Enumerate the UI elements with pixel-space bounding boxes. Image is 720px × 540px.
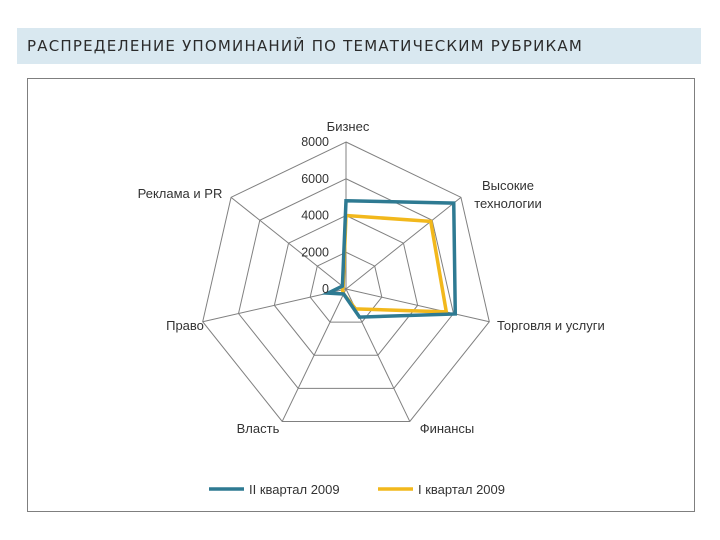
page-title: РАСПРЕДЕЛЕНИЕ УПОМИНАНИЙ ПО ТЕМАТИЧЕСКИМ… bbox=[27, 37, 583, 55]
category-label: Торговля и услуги bbox=[497, 318, 605, 333]
legend-label-1: II квартал 2009 bbox=[249, 482, 340, 497]
category-label: Финансы bbox=[420, 421, 475, 436]
tick-label: 2000 bbox=[301, 245, 329, 259]
radar-category-labels: Бизнес Высокие технологии Торговля и услуги… bbox=[138, 119, 605, 436]
chart-frame bbox=[27, 78, 695, 512]
grid-ring bbox=[202, 141, 490, 422]
series-line-2 bbox=[340, 213, 449, 314]
title-bar: РАСПРЕДЕЛЕНИЕ УПОМИНАНИЙ ПО ТЕМАТИЧЕСКИМ… bbox=[17, 28, 701, 64]
chart-legend: II квартал 2009 I квартал 2009 bbox=[209, 482, 505, 497]
grid-spoke bbox=[345, 288, 490, 323]
tick-label: 6000 bbox=[301, 172, 329, 186]
category-label: Власть bbox=[237, 421, 280, 436]
radar-ticks: 0 2000 4000 6000 8000 bbox=[301, 135, 329, 296]
category-label: Реклама и PR bbox=[138, 186, 223, 201]
series-line-1 bbox=[321, 199, 458, 319]
tick-label: 0 bbox=[322, 282, 329, 296]
category-label: Высокие bbox=[482, 178, 534, 193]
tick-label: 4000 bbox=[301, 209, 329, 223]
radar-grid bbox=[202, 141, 490, 422]
category-label: Право bbox=[166, 318, 204, 333]
radar-series bbox=[321, 199, 458, 319]
grid-ring bbox=[273, 214, 419, 356]
category-label: Бизнес bbox=[327, 119, 370, 134]
grid-ring bbox=[237, 178, 455, 389]
grid-ring bbox=[309, 251, 383, 323]
category-label: технологии bbox=[474, 196, 542, 211]
grid-spoke bbox=[230, 196, 347, 290]
legend-label-2: I квартал 2009 bbox=[418, 482, 505, 497]
grid-spoke bbox=[345, 196, 462, 290]
tick-label: 8000 bbox=[301, 135, 329, 149]
grid-spoke bbox=[281, 288, 347, 422]
